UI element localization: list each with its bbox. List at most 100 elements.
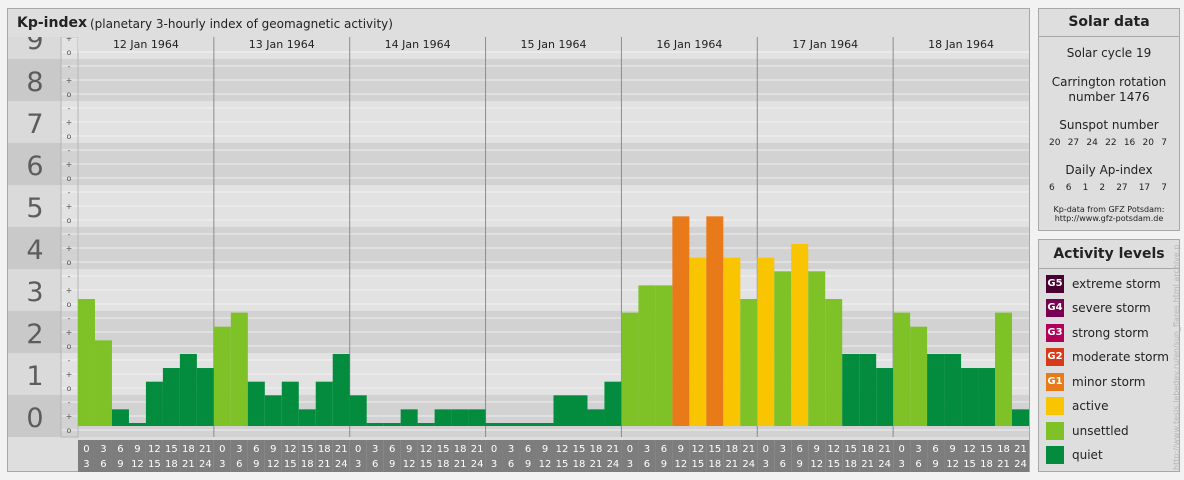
kp-bar: [298, 409, 316, 426]
legend-swatch: G3: [1046, 324, 1064, 342]
day-label: 13 Jan 1964: [249, 38, 315, 51]
interval-cell: [400, 440, 418, 472]
kp-bar: [417, 423, 435, 426]
kp-bar: [281, 381, 299, 426]
interval-end: 15: [827, 459, 840, 470]
ap-value: 7: [1161, 183, 1167, 193]
interval-cell: [706, 440, 724, 472]
interval-end: 24: [199, 459, 212, 470]
interval-start: 15: [301, 444, 314, 455]
interval-cell: [774, 440, 792, 472]
y-tick-label: 3: [26, 277, 43, 308]
kp-bar: [94, 340, 112, 426]
day-label: 17 Jan 1964: [792, 38, 858, 51]
interval-end: 3: [355, 459, 361, 470]
sunspot-label: Sunspot number: [1059, 118, 1159, 132]
kp-bar: [791, 244, 809, 426]
sunspot-values: 20 27 24 22 16 20 7: [1049, 138, 1167, 148]
interval-start: 12: [284, 444, 297, 455]
interval-cell: [468, 440, 486, 472]
interval-cell: [366, 440, 384, 472]
interval-start: 21: [878, 444, 891, 455]
interval-start: 21: [471, 444, 484, 455]
interval-start: 9: [542, 444, 548, 455]
interval-start: 12: [148, 444, 161, 455]
kp-bar: [485, 423, 503, 426]
interval-start: 0: [83, 444, 89, 455]
interval-end: 24: [471, 459, 484, 470]
y-minor-tick: o: [67, 426, 72, 435]
interval-start: 6: [661, 444, 667, 455]
kp-bar: [638, 285, 656, 426]
interval-end: 18: [437, 459, 450, 470]
interval-cell: [859, 440, 877, 472]
interval-end: 15: [963, 459, 976, 470]
kp-bar: [264, 395, 282, 426]
interval-end: 6: [915, 459, 921, 470]
kp-bar: [247, 381, 265, 426]
solar-cycle: Solar cycle 19: [1066, 46, 1152, 60]
interval-cell: [808, 440, 826, 472]
interval-end: 9: [932, 459, 938, 470]
y-band-label-bg: [8, 311, 61, 353]
y-tick-label: 1: [26, 361, 43, 392]
interval-start: 6: [932, 444, 938, 455]
interval-cell: [145, 440, 163, 472]
interval-end: 12: [267, 459, 280, 470]
solar-data-panel: Solar data Solar cycle 19 Carrington rot…: [1038, 8, 1180, 231]
sunspot-value: 22: [1105, 138, 1117, 148]
kp-bar: [978, 368, 996, 426]
interval-end: 21: [997, 459, 1010, 470]
kp-bar: [774, 271, 792, 426]
interval-end: 15: [148, 459, 161, 470]
interval-start: 3: [508, 444, 514, 455]
source-link[interactable]: http://www.gfz-potsdam.de: [1054, 214, 1164, 223]
kp-bar: [587, 409, 605, 426]
interval-start: 15: [573, 444, 586, 455]
interval-end: 21: [182, 459, 195, 470]
interval-start: 3: [644, 444, 650, 455]
chart-title: Kp-index: [17, 15, 87, 31]
interval-end: 6: [372, 459, 378, 470]
y-band-label-bg: [8, 101, 61, 143]
ap-value: 1: [1082, 183, 1089, 193]
interval-end: 21: [318, 459, 331, 470]
interval-end: 3: [83, 459, 89, 470]
kp-bar: [366, 423, 384, 426]
interval-end: 12: [403, 459, 416, 470]
y-band-label-bg: [8, 227, 61, 269]
y-minor-tick: +: [66, 160, 73, 169]
interval-end: 24: [607, 459, 620, 470]
interval-start: 3: [915, 444, 921, 455]
interval-start: 6: [253, 444, 259, 455]
y-minor-tick: o: [67, 174, 72, 183]
interval-cell: [689, 440, 707, 472]
day-label: 14 Jan 1964: [385, 38, 451, 51]
interval-start: 18: [725, 444, 738, 455]
y-minor-tick: o: [67, 90, 72, 99]
kp-bar: [196, 368, 214, 426]
y-minor-axis: [60, 36, 79, 438]
y-minor-tick: o: [67, 342, 72, 351]
y-minor-tick: +: [66, 202, 73, 211]
interval-end: 24: [742, 459, 755, 470]
y-minor-tick: -: [68, 188, 71, 197]
interval-end: 3: [898, 459, 904, 470]
ap-values: 6 6 1 2 27 17 7: [1049, 183, 1167, 193]
interval-start: 9: [270, 444, 276, 455]
y-minor-tick: +: [66, 244, 73, 253]
interval-end: 3: [763, 459, 769, 470]
interval-start: 3: [236, 444, 242, 455]
y-minor-tick: -: [68, 272, 71, 281]
interval-cell: [383, 440, 401, 472]
kp-chart: 0123456789o+-o+-o+-o+-o+-o+-o+-o+-o+-o+-…: [8, 17, 1030, 472]
interval-cell: [587, 440, 605, 472]
interval-end: 9: [117, 459, 123, 470]
kp-bar: [570, 395, 588, 426]
kp-bar: [349, 395, 367, 426]
y-minor-tick: -: [68, 398, 71, 407]
interval-cell: [298, 440, 316, 472]
interval-start: 3: [100, 444, 106, 455]
kp-bar: [434, 409, 452, 426]
kp-bar: [808, 271, 826, 426]
